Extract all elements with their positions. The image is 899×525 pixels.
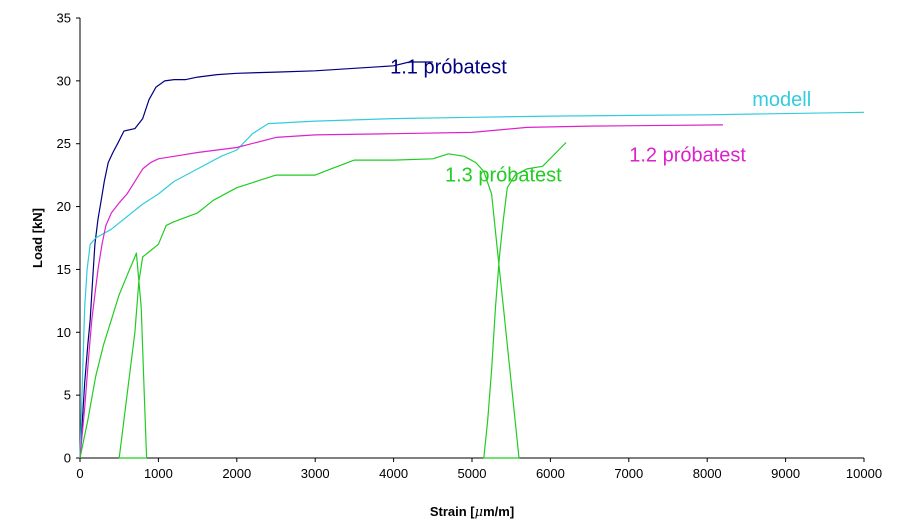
ticks: 0 5 10 15 20 25 30 35 0 1000 2000 3000 4000 5000 6000 7… [57,11,883,482]
y-axis-title: Load [kN] [30,208,45,268]
x-tick-label: 2000 [222,466,251,481]
x-tick-label: 5000 [458,466,487,481]
y-tick-label: 5 [64,388,71,403]
series-line-3 [79,124,723,459]
x-axis-title-mu: μ [475,505,483,520]
x-tick-label: 1000 [144,466,173,481]
x-tick-label: 4000 [379,466,408,481]
x-tick-label: 8000 [693,466,722,481]
y-tick-label: 15 [57,262,71,277]
x-tick-label: 9000 [771,466,800,481]
y-tick-label: 20 [57,199,71,214]
y-tick-label: 30 [57,73,71,88]
x-tick-label: 0 [76,466,83,481]
series-line-1 [79,61,433,459]
x-tick-label: 10000 [846,466,882,481]
series-label-4: 1.3 próbatest [445,164,562,186]
x-tick-label: 6000 [536,466,565,481]
labels-layer: 1.1 próbatest modell 1.2 próbatest 1.3 prób… [390,56,811,186]
series-label-1: 1.1 próbatest [390,56,507,78]
y-tick-label: 25 [57,136,71,151]
series-label-3: 1.2 próbatest [629,144,746,166]
series-layer [79,61,865,459]
y-tick-label: 10 [57,325,71,340]
x-axis-title: Strain [μm/m] [430,504,514,520]
x-tick-label: 7000 [614,466,643,481]
axes [79,18,864,459]
x-axis-title-post: m/m] [483,504,514,519]
series-label-2: modell [752,89,811,111]
series-line-4 [79,142,567,459]
x-tick-label: 3000 [301,466,330,481]
x-axis-title-pre: Strain [ [430,504,475,519]
y-tick-label: 0 [64,451,71,466]
y-tick-label: 35 [57,11,71,26]
series-line-2 [79,111,865,459]
